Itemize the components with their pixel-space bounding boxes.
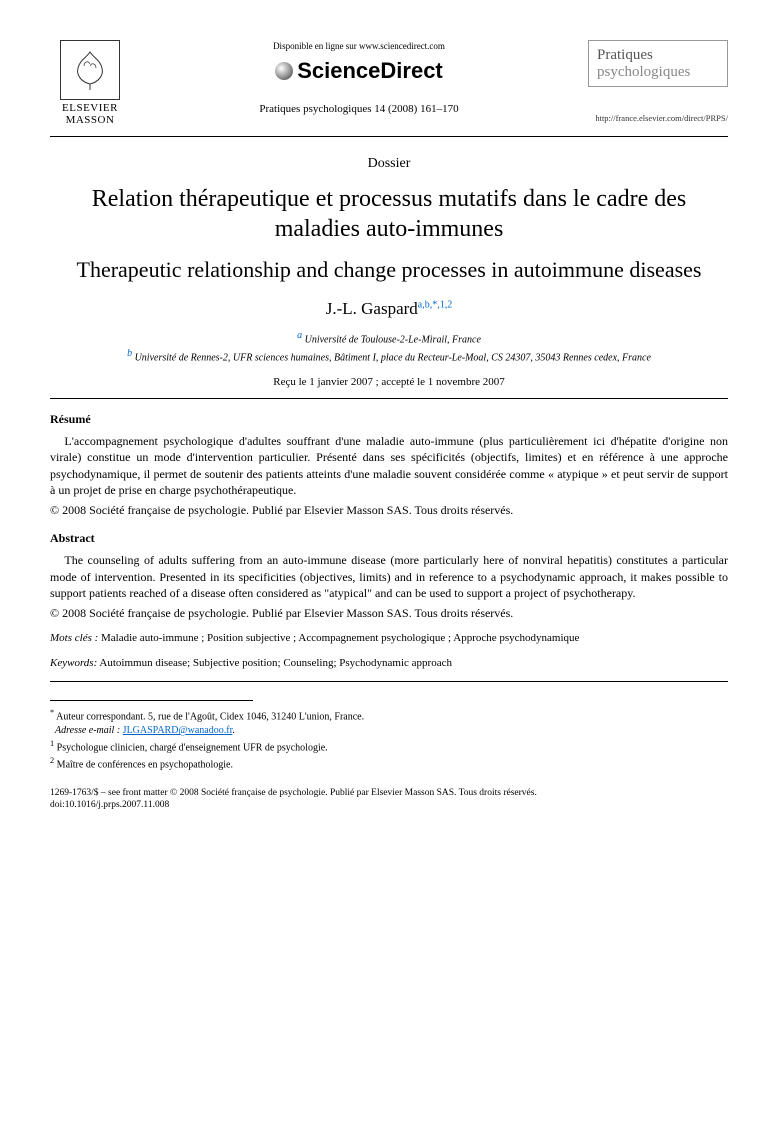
journal-cover-box: Pratiques psychologiques (588, 40, 728, 87)
footnote-2-text: Maître de conférences en psychopathologi… (57, 760, 233, 771)
affil-a: Université de Toulouse-2-Le-Mirail, Fran… (305, 334, 481, 345)
author-affil-links[interactable]: a,b,*,1,2 (418, 299, 452, 310)
article-title-en: Therapeutic relationship and change proc… (50, 256, 728, 284)
footnote-email: Adresse e-mail : JLGASPARD@wanadoo.fr. (50, 724, 728, 738)
title-rule (50, 398, 728, 399)
journal-box-wrap: Pratiques psychologiques http://france.e… (588, 40, 728, 124)
mots-cles-label: Mots clés : (50, 632, 98, 644)
page-header: ELSEVIER MASSON Disponible en ligne sur … (50, 40, 728, 126)
sd-brand-text: ScienceDirect (297, 56, 443, 86)
journal-title: Pratiques psychologiques (597, 47, 719, 80)
footnote-email-label: Adresse e-mail : (55, 725, 120, 736)
footnote-corr-sup: * (50, 708, 54, 717)
publisher-name-2: MASSON (50, 114, 130, 126)
footnote-2: 2 Maître de conférences en psychopatholo… (50, 755, 728, 772)
resume-body: L'accompagnement psychologique d'adultes… (50, 433, 728, 498)
footer-copyright: 1269-1763/$ – see front matter © 2008 So… (50, 787, 728, 812)
mots-cles-row: Mots clés : Maladie auto-immune ; Positi… (50, 631, 728, 646)
footnote-corr-text: Auteur correspondant. 5, rue de l'Agoût,… (56, 711, 364, 722)
article-type: Dossier (50, 155, 728, 174)
footnote-1: 1 Psychologue clinicien, chargé d'enseig… (50, 738, 728, 755)
keywords-text: Autoimmun disease; Subjective position; … (97, 657, 452, 669)
citation-line: Pratiques psychologiques 14 (2008) 161–1… (140, 102, 578, 117)
abstract-body: The counseling of adults suffering from … (50, 552, 728, 601)
footer-doi: doi:10.1016/j.prps.2007.11.008 (50, 800, 169, 810)
footer-line1: 1269-1763/$ – see front matter © 2008 So… (50, 788, 537, 798)
footnote-corresponding: * Auteur correspondant. 5, rue de l'Agoû… (50, 707, 728, 724)
resume-copyright: © 2008 Société française de psychologie.… (50, 502, 728, 518)
affil-a-sup: a (297, 330, 302, 341)
journal-title-line1: Pratiques (597, 47, 653, 63)
author-name: J.-L. Gaspard (326, 299, 418, 318)
keywords-row: Keywords: Autoimmun disease; Subjective … (50, 656, 728, 671)
authors: J.-L. Gasparda,b,*,1,2 (50, 298, 728, 321)
footnote-email-link[interactable]: JLGASPARD@wanadoo.fr (123, 725, 233, 736)
journal-url[interactable]: http://france.elsevier.com/direct/PRPS/ (588, 113, 728, 124)
article-dates: Reçu le 1 janvier 2007 ; accepté le 1 no… (50, 375, 728, 390)
publisher-logo: ELSEVIER MASSON (50, 40, 130, 126)
mots-cles-text: Maladie auto-immune ; Position subjectiv… (98, 632, 579, 644)
header-rule (50, 136, 728, 137)
keywords-label: Keywords: (50, 657, 97, 669)
affiliations: a Université de Toulouse-2-Le-Mirail, Fr… (50, 329, 728, 366)
resume-heading: Résumé (50, 411, 728, 427)
footnote-1-text: Psychologue clinicien, chargé d'enseigne… (57, 742, 328, 753)
sciencedirect-logo: ScienceDirect (275, 56, 443, 86)
affil-b-sup: b (127, 348, 132, 359)
journal-title-line2: psychologiques (597, 64, 690, 80)
abstract-copyright: © 2008 Société française de psychologie.… (50, 605, 728, 621)
keywords-rule (50, 681, 728, 682)
sd-ball-icon (275, 62, 293, 80)
article-title-fr: Relation thérapeutique et processus muta… (50, 184, 728, 244)
footnotes-block (50, 700, 253, 707)
affil-b: Université de Rennes-2, UFR sciences hum… (135, 352, 651, 363)
footnote-2-sup: 2 (50, 756, 54, 765)
center-header: Disponible en ligne sur www.sciencedirec… (130, 40, 588, 117)
sd-availability-text: Disponible en ligne sur www.sciencedirec… (140, 40, 578, 52)
abstract-heading: Abstract (50, 530, 728, 546)
footnote-1-sup: 1 (50, 739, 54, 748)
elsevier-tree-icon (60, 40, 120, 100)
publisher-name-1: ELSEVIER (50, 102, 130, 114)
